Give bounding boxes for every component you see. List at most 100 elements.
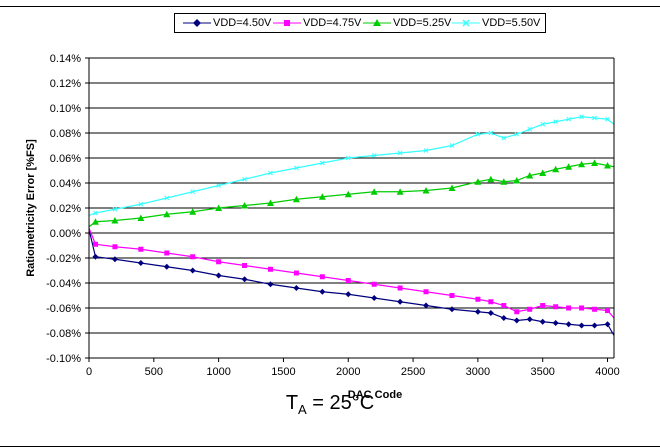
diamond-marker-icon bbox=[183, 19, 211, 27]
data-point bbox=[579, 305, 585, 311]
data-point bbox=[423, 148, 429, 153]
cross-stroke bbox=[93, 210, 98, 216]
data-point bbox=[111, 217, 119, 224]
cross-stroke bbox=[553, 119, 559, 125]
cross-stroke bbox=[268, 170, 273, 176]
data-point bbox=[397, 298, 404, 305]
data-point bbox=[164, 195, 170, 201]
cross-stroke bbox=[540, 121, 546, 127]
data-point bbox=[423, 289, 429, 295]
data-point bbox=[513, 177, 521, 184]
data-point bbox=[501, 135, 507, 141]
x-tick-label: 4000 bbox=[595, 366, 619, 378]
data-point bbox=[514, 131, 520, 137]
x-tick-label: 1500 bbox=[271, 366, 295, 378]
data-point bbox=[565, 163, 573, 170]
data-point bbox=[448, 306, 455, 313]
legend-item-vdd-5-50[interactable]: VDD=5.50V bbox=[452, 15, 540, 31]
cross-stroke bbox=[488, 130, 494, 136]
x-tick-label: 500 bbox=[145, 366, 163, 378]
data-point bbox=[488, 299, 494, 305]
data-point bbox=[345, 155, 351, 161]
cross-stroke bbox=[216, 183, 221, 188]
y-tick-label: 0.04% bbox=[50, 178, 81, 190]
cross-stroke bbox=[294, 165, 299, 171]
cross-stroke bbox=[514, 131, 520, 137]
cross-stroke bbox=[242, 176, 247, 182]
data-point bbox=[527, 306, 533, 312]
x-axis-title: DAC Code bbox=[348, 389, 402, 401]
data-point bbox=[345, 291, 352, 298]
data-point bbox=[540, 303, 546, 308]
series-layer bbox=[88, 114, 615, 336]
data-point bbox=[345, 278, 351, 283]
x-tick-label: 3500 bbox=[530, 366, 554, 378]
triangle-marker-icon bbox=[363, 19, 391, 26]
data-point bbox=[488, 130, 494, 136]
legend-label: VDD=4.50V bbox=[213, 17, 272, 29]
legend-item-vdd-4-75[interactable]: VDD=4.75V bbox=[273, 15, 361, 31]
data-point bbox=[565, 321, 572, 328]
data-point bbox=[500, 315, 507, 321]
data-point bbox=[92, 253, 99, 260]
ta-symbol: T bbox=[285, 392, 299, 414]
x-tick-label: 0 bbox=[86, 366, 92, 378]
data-point bbox=[163, 210, 171, 218]
data-point bbox=[396, 188, 404, 195]
data-point bbox=[604, 321, 611, 328]
legend-item-vdd-5-25[interactable]: VDD=5.25V bbox=[363, 15, 451, 31]
data-point bbox=[241, 276, 248, 283]
data-point bbox=[500, 178, 508, 185]
data-point bbox=[319, 274, 325, 280]
data-point bbox=[318, 193, 326, 200]
square-marker-icon bbox=[273, 20, 301, 26]
data-point bbox=[216, 259, 222, 265]
data-point bbox=[111, 256, 118, 263]
x-tick-label: 3000 bbox=[466, 366, 490, 378]
data-point bbox=[267, 266, 273, 272]
cross-stroke bbox=[423, 148, 429, 153]
cross-stroke bbox=[566, 116, 571, 122]
data-point bbox=[475, 296, 481, 302]
cross-stroke bbox=[371, 153, 377, 158]
data-point bbox=[112, 206, 118, 212]
cross-stroke bbox=[501, 135, 507, 141]
data-point bbox=[526, 316, 533, 323]
data-point bbox=[137, 214, 145, 221]
data-point bbox=[397, 285, 403, 291]
data-point bbox=[371, 153, 377, 158]
cross-stroke bbox=[527, 126, 533, 132]
grid-layer bbox=[89, 57, 614, 359]
data-point bbox=[319, 160, 325, 166]
data-point bbox=[215, 204, 223, 211]
data-point bbox=[138, 246, 144, 252]
data-point bbox=[553, 304, 559, 310]
data-point bbox=[371, 281, 377, 287]
cross-stroke bbox=[592, 115, 597, 121]
cross-stroke bbox=[579, 114, 584, 120]
data-point bbox=[190, 254, 196, 260]
legend: VDD=4.50V VDD=4.75V VDD=5.25V VDD=5.50V bbox=[174, 13, 546, 33]
y-tick-label: 0.08% bbox=[50, 128, 81, 140]
data-point bbox=[474, 178, 482, 185]
data-point bbox=[215, 272, 222, 279]
data-point bbox=[449, 293, 455, 298]
legend-item-vdd-4-50[interactable]: VDD=4.50V bbox=[183, 15, 271, 31]
data-point bbox=[241, 202, 249, 209]
cross-stroke bbox=[112, 206, 118, 212]
data-point bbox=[605, 116, 610, 122]
data-point bbox=[475, 131, 481, 137]
data-point bbox=[539, 318, 546, 325]
data-point bbox=[189, 267, 196, 274]
data-point bbox=[579, 114, 584, 120]
data-point bbox=[422, 187, 430, 194]
cross-stroke bbox=[164, 195, 170, 201]
data-point bbox=[578, 322, 585, 329]
data-point bbox=[92, 241, 98, 247]
data-point bbox=[514, 309, 520, 315]
legend-label: VDD=5.50V bbox=[482, 17, 541, 29]
data-point bbox=[371, 295, 378, 301]
data-point bbox=[501, 303, 507, 308]
data-point bbox=[566, 305, 572, 311]
data-point bbox=[605, 308, 611, 313]
